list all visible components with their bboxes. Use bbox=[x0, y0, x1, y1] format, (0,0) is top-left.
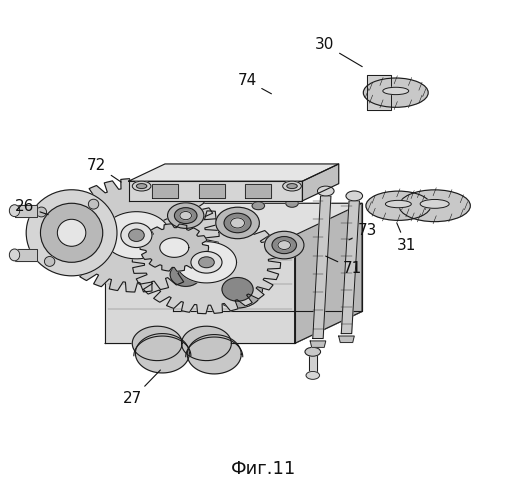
Ellipse shape bbox=[278, 240, 290, 250]
Ellipse shape bbox=[222, 278, 253, 301]
Ellipse shape bbox=[231, 218, 245, 228]
Ellipse shape bbox=[399, 190, 470, 222]
Polygon shape bbox=[105, 236, 295, 344]
Ellipse shape bbox=[136, 184, 147, 188]
Ellipse shape bbox=[216, 207, 259, 238]
Ellipse shape bbox=[159, 194, 171, 202]
Polygon shape bbox=[129, 181, 302, 201]
Ellipse shape bbox=[306, 372, 319, 380]
Polygon shape bbox=[152, 184, 178, 198]
Polygon shape bbox=[309, 352, 317, 376]
Ellipse shape bbox=[132, 181, 151, 191]
Ellipse shape bbox=[174, 208, 197, 224]
Ellipse shape bbox=[272, 236, 297, 254]
Polygon shape bbox=[160, 238, 189, 258]
Ellipse shape bbox=[346, 191, 363, 201]
Ellipse shape bbox=[161, 256, 211, 294]
Text: 71: 71 bbox=[326, 256, 363, 276]
Polygon shape bbox=[339, 336, 354, 342]
Polygon shape bbox=[54, 178, 219, 292]
Ellipse shape bbox=[9, 205, 19, 216]
Ellipse shape bbox=[420, 200, 449, 208]
Ellipse shape bbox=[265, 232, 304, 259]
Ellipse shape bbox=[224, 213, 251, 233]
Polygon shape bbox=[105, 204, 362, 236]
Polygon shape bbox=[103, 212, 170, 259]
Ellipse shape bbox=[121, 223, 152, 248]
Ellipse shape bbox=[170, 263, 201, 286]
Ellipse shape bbox=[305, 348, 320, 356]
Polygon shape bbox=[132, 326, 182, 360]
Polygon shape bbox=[367, 76, 391, 110]
Ellipse shape bbox=[199, 257, 214, 268]
Text: 27: 27 bbox=[123, 370, 160, 406]
Polygon shape bbox=[313, 196, 331, 338]
Polygon shape bbox=[173, 204, 362, 312]
Ellipse shape bbox=[385, 200, 411, 207]
Polygon shape bbox=[302, 164, 339, 201]
Text: 30: 30 bbox=[315, 37, 362, 66]
Polygon shape bbox=[135, 334, 189, 373]
Polygon shape bbox=[187, 334, 241, 374]
Ellipse shape bbox=[363, 78, 428, 108]
Polygon shape bbox=[199, 184, 225, 198]
Ellipse shape bbox=[168, 203, 204, 228]
Polygon shape bbox=[182, 326, 231, 360]
Polygon shape bbox=[140, 224, 209, 272]
Ellipse shape bbox=[282, 181, 301, 191]
Ellipse shape bbox=[9, 249, 19, 261]
Ellipse shape bbox=[36, 207, 46, 217]
Text: 74: 74 bbox=[237, 73, 271, 94]
Polygon shape bbox=[295, 204, 362, 344]
Ellipse shape bbox=[191, 252, 222, 273]
Text: Фиг.11: Фиг.11 bbox=[231, 460, 296, 478]
Polygon shape bbox=[129, 164, 339, 181]
Ellipse shape bbox=[286, 200, 298, 207]
Ellipse shape bbox=[366, 191, 431, 220]
Polygon shape bbox=[132, 211, 280, 314]
Ellipse shape bbox=[41, 204, 103, 262]
Ellipse shape bbox=[44, 256, 55, 266]
Ellipse shape bbox=[129, 229, 144, 241]
Ellipse shape bbox=[26, 190, 117, 276]
Polygon shape bbox=[310, 341, 326, 347]
Ellipse shape bbox=[317, 186, 334, 196]
Ellipse shape bbox=[180, 212, 191, 220]
Ellipse shape bbox=[252, 202, 265, 209]
Polygon shape bbox=[177, 242, 237, 283]
Ellipse shape bbox=[89, 199, 99, 209]
Polygon shape bbox=[246, 184, 271, 198]
Text: 73: 73 bbox=[349, 223, 377, 240]
Text: 31: 31 bbox=[396, 223, 416, 252]
Polygon shape bbox=[15, 249, 37, 261]
Polygon shape bbox=[15, 205, 37, 216]
Ellipse shape bbox=[130, 198, 143, 206]
Polygon shape bbox=[105, 312, 362, 344]
Ellipse shape bbox=[213, 270, 262, 308]
Ellipse shape bbox=[383, 88, 409, 94]
Polygon shape bbox=[341, 201, 359, 334]
Ellipse shape bbox=[57, 220, 86, 246]
Text: 72: 72 bbox=[87, 158, 121, 182]
Ellipse shape bbox=[287, 184, 297, 188]
Text: 26: 26 bbox=[15, 199, 48, 214]
